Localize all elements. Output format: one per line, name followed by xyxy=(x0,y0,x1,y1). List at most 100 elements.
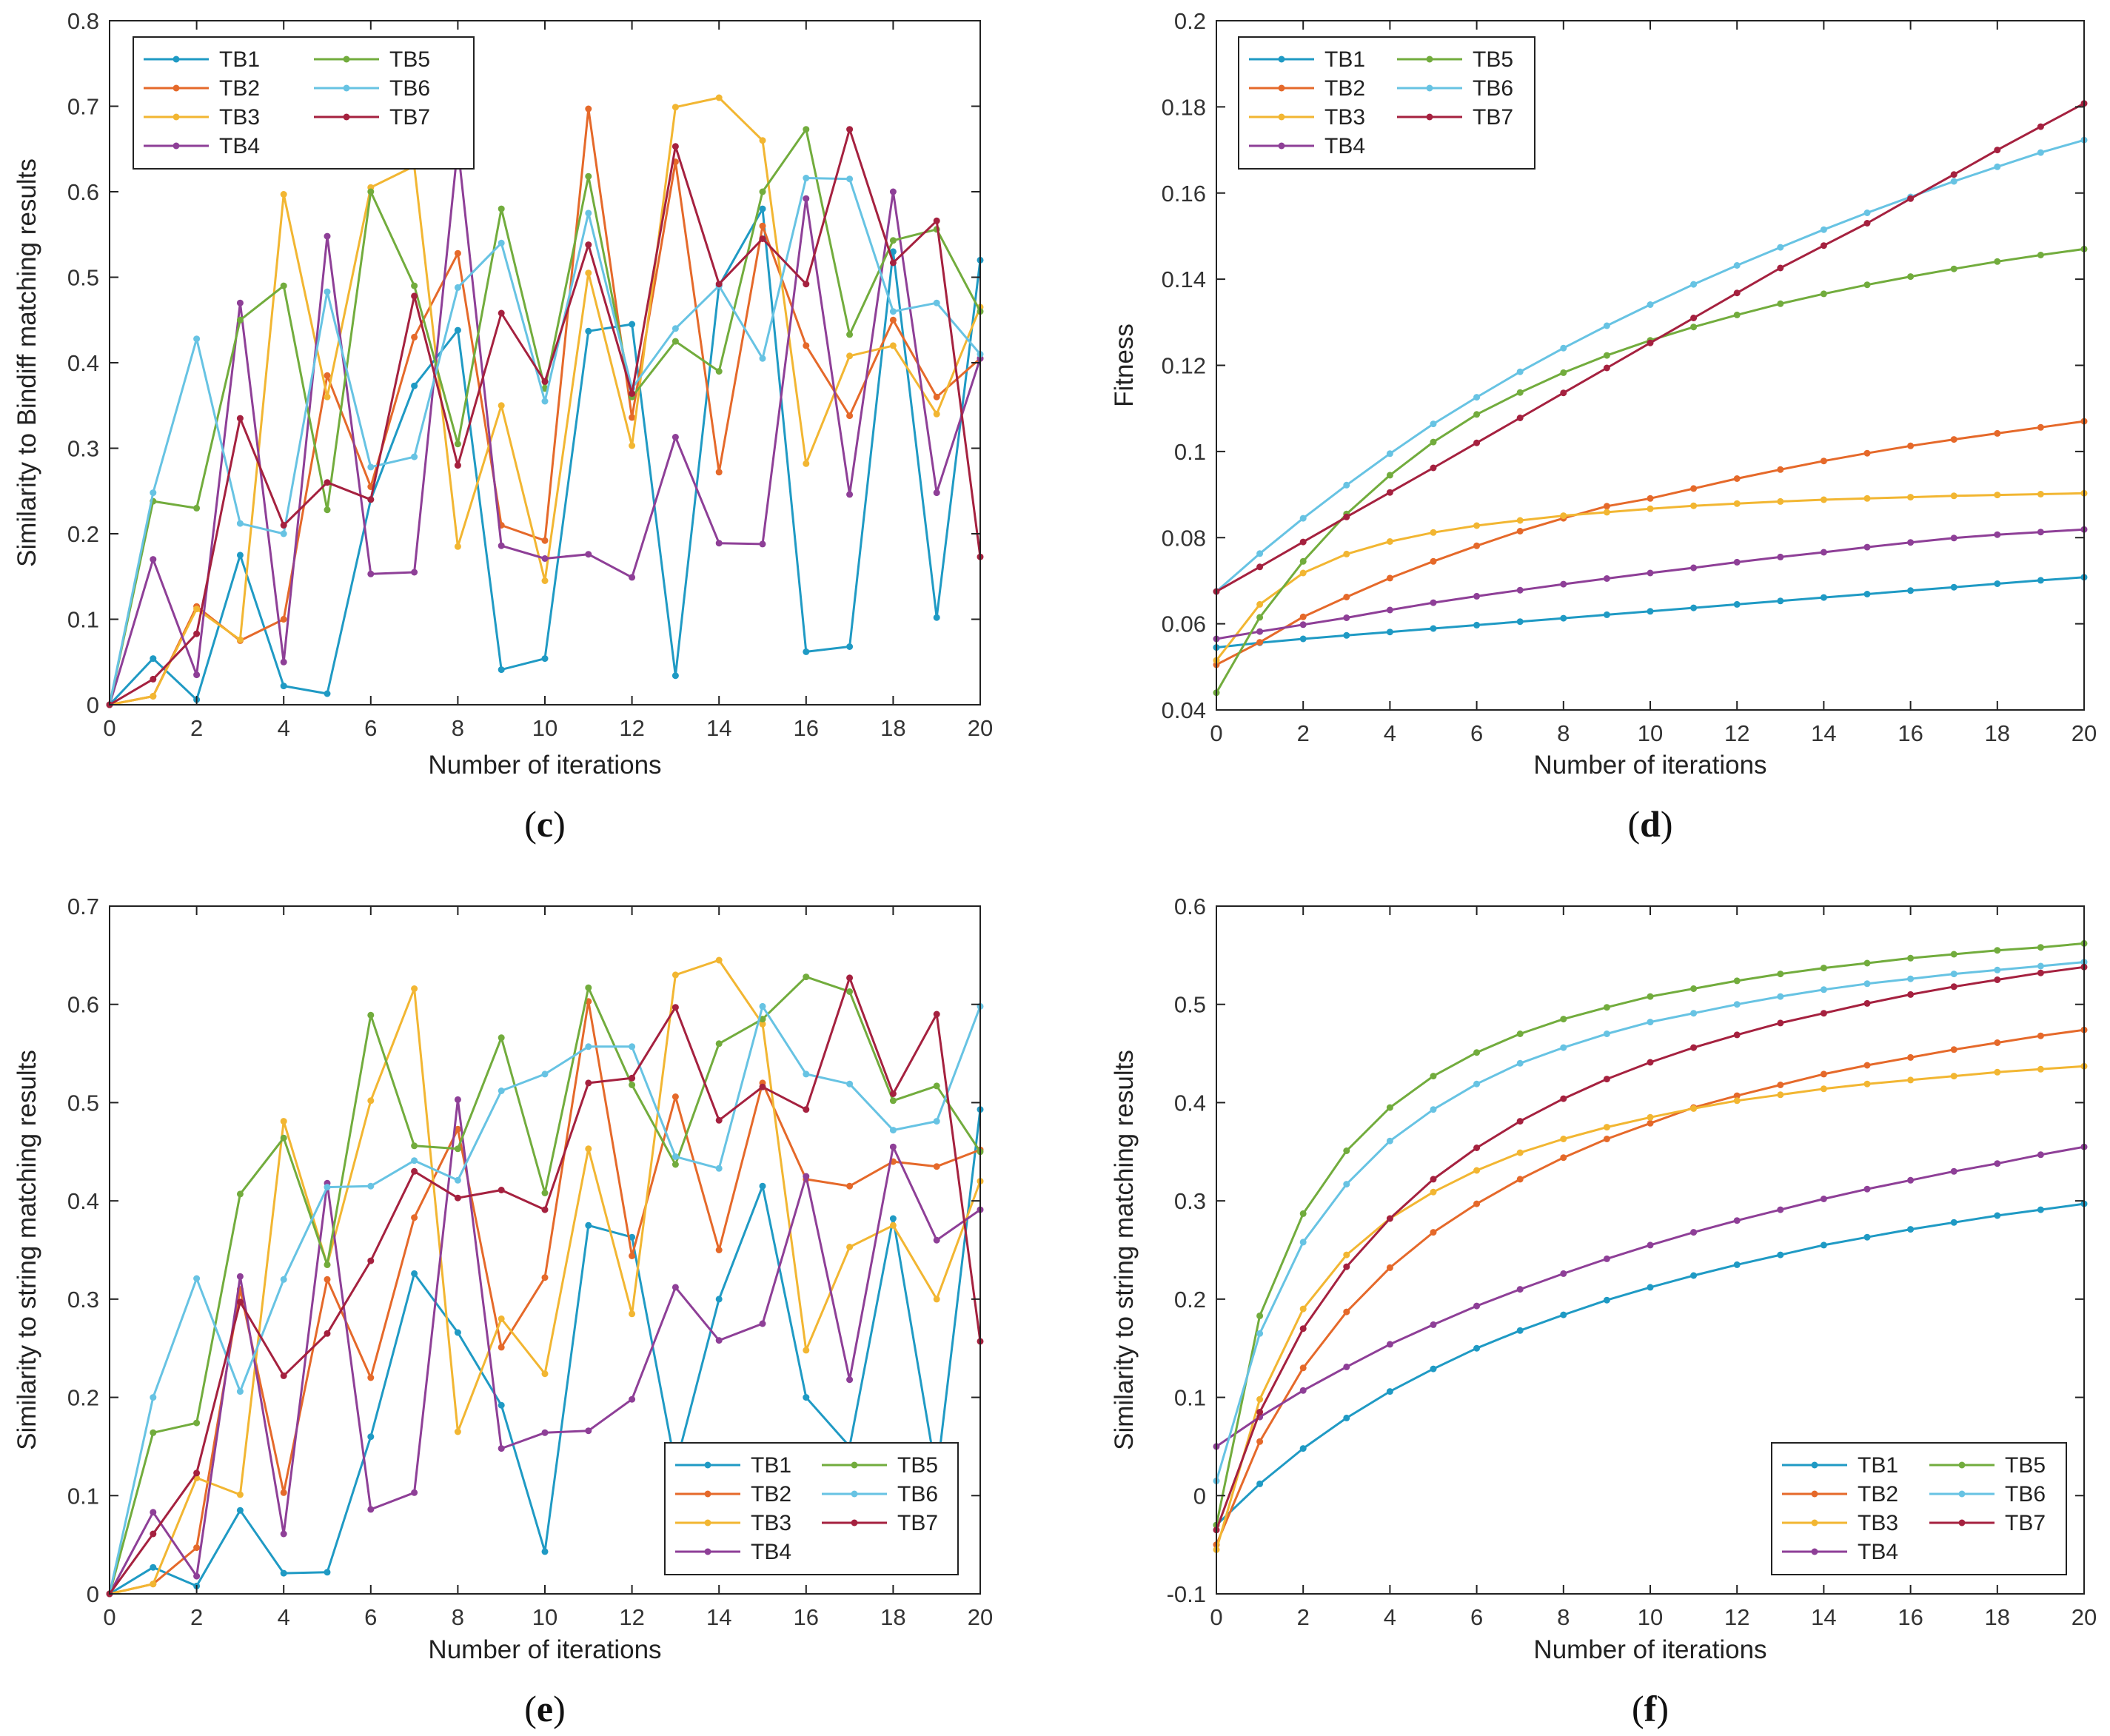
data-point xyxy=(454,1428,461,1435)
data-point xyxy=(671,104,679,111)
data-point xyxy=(803,342,810,349)
data-point xyxy=(933,1118,940,1125)
series-tb5 xyxy=(1213,939,2088,1529)
y-tick-label: 0.16 xyxy=(1162,181,1206,207)
series-tb6 xyxy=(106,1002,984,1598)
data-point xyxy=(1690,324,1698,331)
y-tick-label: 0 xyxy=(1193,1483,1206,1509)
data-point xyxy=(1733,977,1741,985)
panel-label-e: (e) xyxy=(524,1688,566,1729)
data-point xyxy=(1820,458,1827,465)
legend-label: TB7 xyxy=(1473,105,1513,130)
data-point xyxy=(1950,971,1957,978)
data-point xyxy=(629,1074,636,1082)
data-point xyxy=(1256,550,1264,557)
data-point xyxy=(280,683,287,690)
data-point xyxy=(1256,1312,1264,1319)
data-point xyxy=(1907,273,1915,281)
legend-entry-tb4: TB4 xyxy=(1782,1540,1898,1564)
data-point xyxy=(759,222,766,229)
data-point xyxy=(236,1190,244,1198)
series-tb7 xyxy=(106,974,984,1598)
data-point xyxy=(585,327,592,335)
y-tick-label: 0.2 xyxy=(67,521,99,547)
chart-panel-c: 0 2 4 6 8 10 12 14 16 18 20 0 0.1 0.2 0.3 0.4 0.5 0.6 0.7 0… xyxy=(13,8,993,845)
data-point xyxy=(1473,1302,1481,1310)
data-point xyxy=(803,973,810,981)
data-point xyxy=(1820,594,1827,601)
data-point xyxy=(1690,1229,1698,1236)
data-point xyxy=(1647,1019,1654,1026)
data-point xyxy=(1777,244,1784,251)
x-tick-label: 18 xyxy=(880,715,905,741)
data-point xyxy=(1994,492,2001,499)
data-point xyxy=(1777,597,1784,605)
legend-entry-tb7: TB7 xyxy=(1929,1511,2046,1535)
y-tick-label: 0 xyxy=(87,1581,99,1607)
data-point xyxy=(1777,1019,1784,1027)
data-point xyxy=(1516,1059,1524,1067)
data-point xyxy=(1863,959,1871,967)
data-point xyxy=(846,175,854,183)
data-point xyxy=(1473,522,1481,529)
legend-entry-tb4: TB4 xyxy=(1249,134,1365,158)
data-point xyxy=(585,984,592,991)
data-point xyxy=(1603,364,1610,372)
data-point xyxy=(367,1374,375,1381)
data-point xyxy=(280,1118,287,1125)
series-tb7 xyxy=(106,126,984,708)
data-point xyxy=(2037,969,2044,976)
data-point xyxy=(715,94,723,101)
data-point xyxy=(715,1247,723,1253)
data-point xyxy=(1863,1080,1871,1087)
data-point xyxy=(324,393,331,401)
data-point xyxy=(1950,265,1957,272)
legend-entry-tb3: TB3 xyxy=(144,105,260,130)
data-point xyxy=(411,1489,418,1496)
legend-entry-tb6: TB6 xyxy=(822,1482,938,1507)
data-point xyxy=(671,338,679,345)
data-point xyxy=(1647,1059,1654,1066)
data-point xyxy=(150,675,157,683)
data-point xyxy=(629,442,636,449)
data-point xyxy=(324,506,331,514)
data-point xyxy=(1516,1118,1524,1125)
data-point xyxy=(1777,300,1784,307)
data-point xyxy=(1603,1004,1610,1011)
y-tick-label: 0.1 xyxy=(67,1483,99,1509)
data-point xyxy=(280,658,287,666)
data-point xyxy=(498,309,505,317)
legend-label: TB1 xyxy=(219,47,260,72)
y-tick-label: 0.8 xyxy=(67,8,99,34)
data-point xyxy=(933,1236,940,1244)
y-tick-label: 0.6 xyxy=(67,992,99,1018)
data-point xyxy=(1950,534,1957,542)
legend-marker xyxy=(704,1548,711,1555)
data-point xyxy=(889,237,897,244)
series-line-tb2 xyxy=(109,107,981,706)
data-point xyxy=(1560,1154,1567,1162)
legend-marker xyxy=(851,1461,858,1469)
data-point xyxy=(1994,580,2001,587)
data-point xyxy=(846,1376,854,1384)
y-tick-label: 0.1 xyxy=(1174,439,1206,465)
data-point xyxy=(759,540,766,548)
data-point xyxy=(1733,475,1741,482)
data-point xyxy=(1516,1176,1524,1183)
data-point xyxy=(1863,449,1871,457)
y-tick-label: 0.04 xyxy=(1162,697,1206,723)
data-point xyxy=(1733,500,1741,507)
data-point xyxy=(280,530,287,537)
data-point xyxy=(1343,1414,1350,1421)
legend-label: TB6 xyxy=(2005,1482,2046,1507)
data-point xyxy=(715,1040,723,1048)
data-point xyxy=(933,1011,940,1018)
data-point xyxy=(1516,1149,1524,1156)
data-point xyxy=(1647,495,1654,502)
data-point xyxy=(671,143,679,150)
data-point xyxy=(585,1079,592,1087)
data-point xyxy=(280,1372,287,1379)
data-point xyxy=(889,342,897,349)
data-point xyxy=(1733,558,1741,566)
data-point xyxy=(1907,1226,1915,1233)
